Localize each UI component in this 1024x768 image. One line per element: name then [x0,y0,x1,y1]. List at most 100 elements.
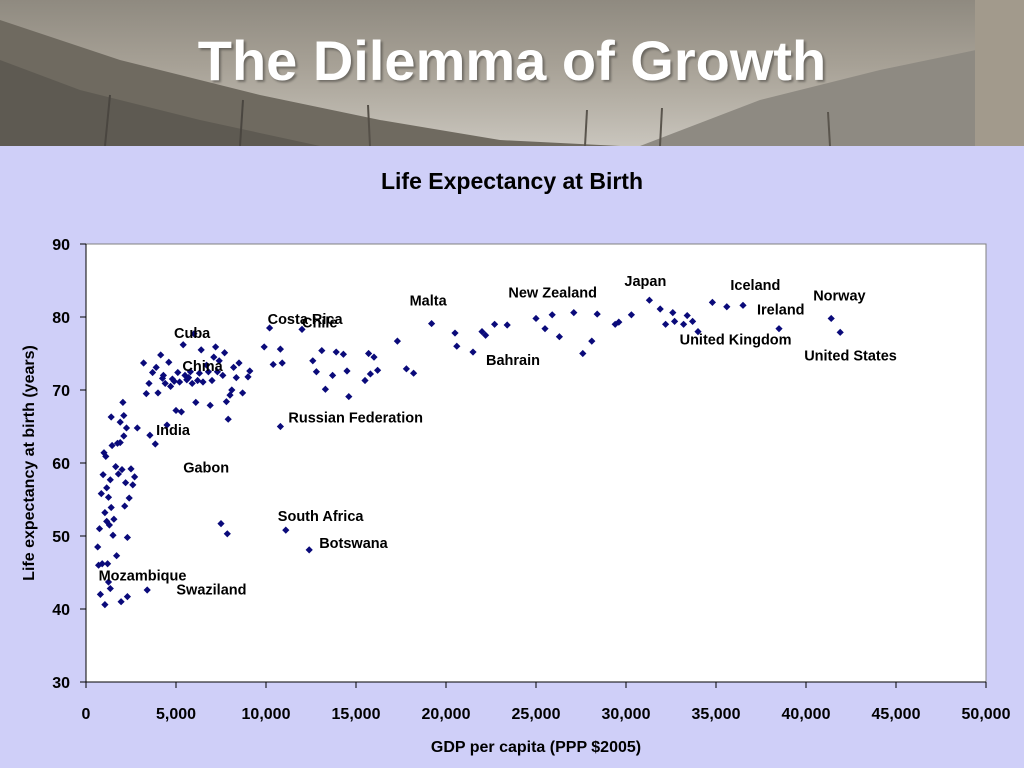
data-point [208,376,216,385]
data-point [365,349,373,358]
y-tick-label: 30 [52,675,70,692]
data-point [588,337,596,345]
data-point [345,392,353,401]
data-point [154,389,162,397]
data-point [96,590,104,598]
data-point [298,325,306,334]
data-point [532,314,540,323]
data-point [167,382,175,390]
data-point [142,390,150,398]
data-point [152,363,160,371]
bare-tree-trunk [367,104,371,146]
x-axis-label: GDP per capita (PPP $2005) [431,739,641,756]
data-point [276,422,284,431]
country-label: Swaziland [176,582,246,598]
mountain-background-image [0,0,1024,146]
data-point [689,317,697,325]
data-point [181,371,189,379]
data-point [120,432,128,440]
data-point [127,465,135,473]
right-edge-image-panel [975,0,1024,146]
y-tick-label: 80 [52,310,70,327]
y-tick-label: 70 [52,383,70,400]
x-tick-label: 25,000 [512,706,561,723]
data-point [183,376,191,384]
data-point [503,321,511,329]
data-point [99,471,107,479]
data-point [222,398,230,406]
data-point [106,476,114,484]
data-point [318,346,326,355]
data-point [469,348,477,356]
data-point [723,303,731,311]
data-point [122,479,130,487]
data-point [453,342,461,350]
data-point [123,592,131,601]
header-banner: The Dilemma of Growth [0,0,1024,146]
data-point [101,509,109,517]
data-point [366,370,374,378]
data-point [151,440,159,448]
data-point [168,375,176,383]
x-tick-label: 15,000 [332,706,381,723]
data-point [694,328,702,336]
data-point [370,353,378,361]
data-point [170,377,178,385]
data-point [683,311,691,320]
data-point [125,494,133,502]
country-label: Gabon [183,461,229,477]
data-point [332,348,340,356]
data-point [645,296,653,304]
data-point [451,329,459,337]
data-point [163,421,171,429]
data-point [140,359,148,367]
data-point [210,353,218,361]
data-point [176,378,184,386]
right-mountain-slope [640,40,1024,146]
data-point [131,473,139,481]
y-axis-label: Life expectancy at birth (years) [21,345,38,581]
data-point [104,560,112,568]
data-point [114,470,122,478]
y-tick-label: 60 [52,456,70,473]
data-point [215,357,223,365]
data-point [217,519,225,528]
data-point [827,314,835,323]
data-point [478,328,486,336]
data-point [108,441,116,450]
x-tick-label: 20,000 [422,706,471,723]
data-point [95,525,104,533]
y-tick-label: 90 [52,237,70,254]
country-label: United States [804,348,897,364]
data-point [104,578,113,586]
data-points [94,296,844,609]
data-point [98,560,106,568]
data-point [133,424,141,432]
data-point [239,389,247,397]
data-point [221,349,229,357]
data-point [159,371,167,379]
data-point [177,408,185,416]
data-point [204,368,212,376]
data-point [266,324,274,332]
data-point [190,330,198,338]
country-label: China [182,359,223,375]
data-point [118,465,126,474]
data-point [112,463,120,471]
data-point [188,379,196,388]
data-point [230,363,238,371]
data-point [129,481,137,489]
x-tick-label: 10,000 [242,706,291,723]
country-label: Cuba [174,326,211,342]
data-point [143,586,151,594]
chart-title: Life Expectancy at Birth [380,168,644,194]
data-point [669,309,677,317]
data-point [343,367,351,375]
data-point [107,503,115,512]
data-point [197,346,205,354]
x-tick-label: 40,000 [782,706,831,723]
data-point [482,331,490,339]
y-axis: 30 40 50 60 70 80 90 [52,237,87,692]
y-tick-label: 50 [52,529,70,546]
